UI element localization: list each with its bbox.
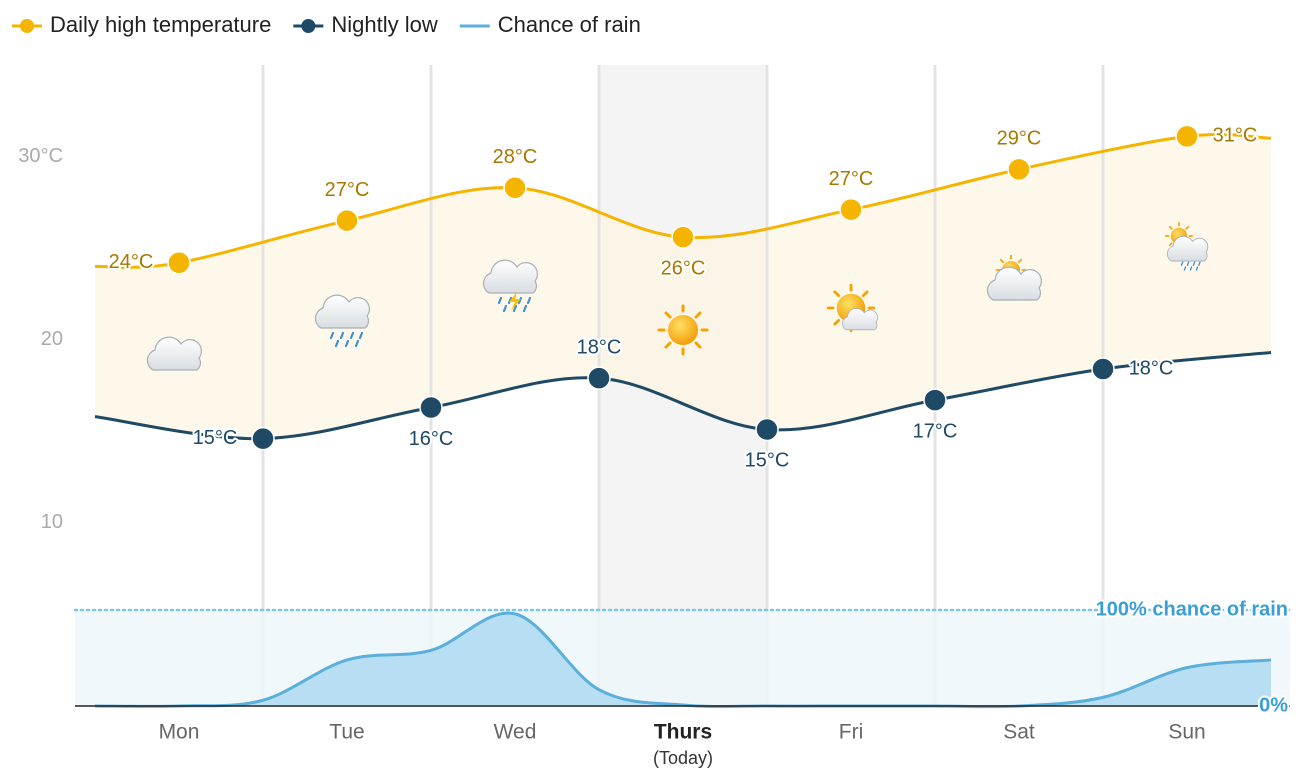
x-tick-label: Thurs [654, 721, 712, 744]
data-label: 26°C [661, 257, 706, 279]
legend: Daily high temperature Nightly low Chance … [12, 12, 641, 37]
legend-marker [20, 19, 34, 33]
data-point [923, 388, 947, 412]
data-label: 29°C [997, 128, 1042, 150]
data-point [167, 251, 191, 275]
y-tick-label: 10 [41, 511, 63, 533]
data-point [419, 395, 443, 420]
data-label: 16°C [409, 428, 454, 450]
data-point [671, 225, 695, 249]
x-tick-label: Fri [839, 721, 864, 744]
data-label: 27°C [325, 179, 370, 201]
legend-marker [301, 19, 316, 33]
legend-label: Daily high temperature [50, 12, 271, 37]
data-point [503, 175, 527, 200]
data-label: 18°C [1129, 357, 1174, 379]
today-label: (Today) [653, 748, 713, 768]
data-label: 15°C [193, 427, 238, 449]
data-point [587, 366, 611, 390]
data-point [251, 426, 275, 451]
y-tick-label: 20 [41, 328, 63, 350]
data-point [1007, 157, 1031, 182]
data-point [755, 417, 779, 442]
data-label: 15°C [745, 450, 790, 472]
icon-lightning [509, 292, 521, 311]
data-point [1091, 357, 1115, 381]
data-label: 31°C [1213, 125, 1258, 147]
temperature-line [94, 351, 1272, 441]
x-tick-label: Sun [1168, 721, 1205, 744]
rain-zone [75, 610, 1290, 706]
data-point [839, 197, 863, 222]
legend-label: Nightly low [331, 12, 437, 37]
rain-area [95, 613, 1271, 707]
data-label: 27°C [829, 168, 874, 190]
x-tick-label: Mon [159, 721, 200, 744]
y2-tick-label: 0% [1259, 694, 1288, 716]
data-label: 24°C [109, 251, 154, 273]
x-tick-label: Sat [1003, 721, 1035, 744]
x-tick-label: Wed [494, 721, 537, 744]
data-label: 18°C [577, 336, 622, 358]
y2-tick-label: 100% chance of rain [1096, 598, 1288, 620]
data-label: 17°C [913, 420, 958, 442]
y-tick-label: 30°C [18, 145, 63, 167]
data-label: 28°C [493, 146, 538, 168]
data-point [335, 208, 359, 233]
rain-line [94, 611, 1272, 709]
data-point [1175, 124, 1199, 149]
legend-label: Chance of rain [498, 12, 641, 37]
x-tick-label: Tue [329, 721, 364, 744]
